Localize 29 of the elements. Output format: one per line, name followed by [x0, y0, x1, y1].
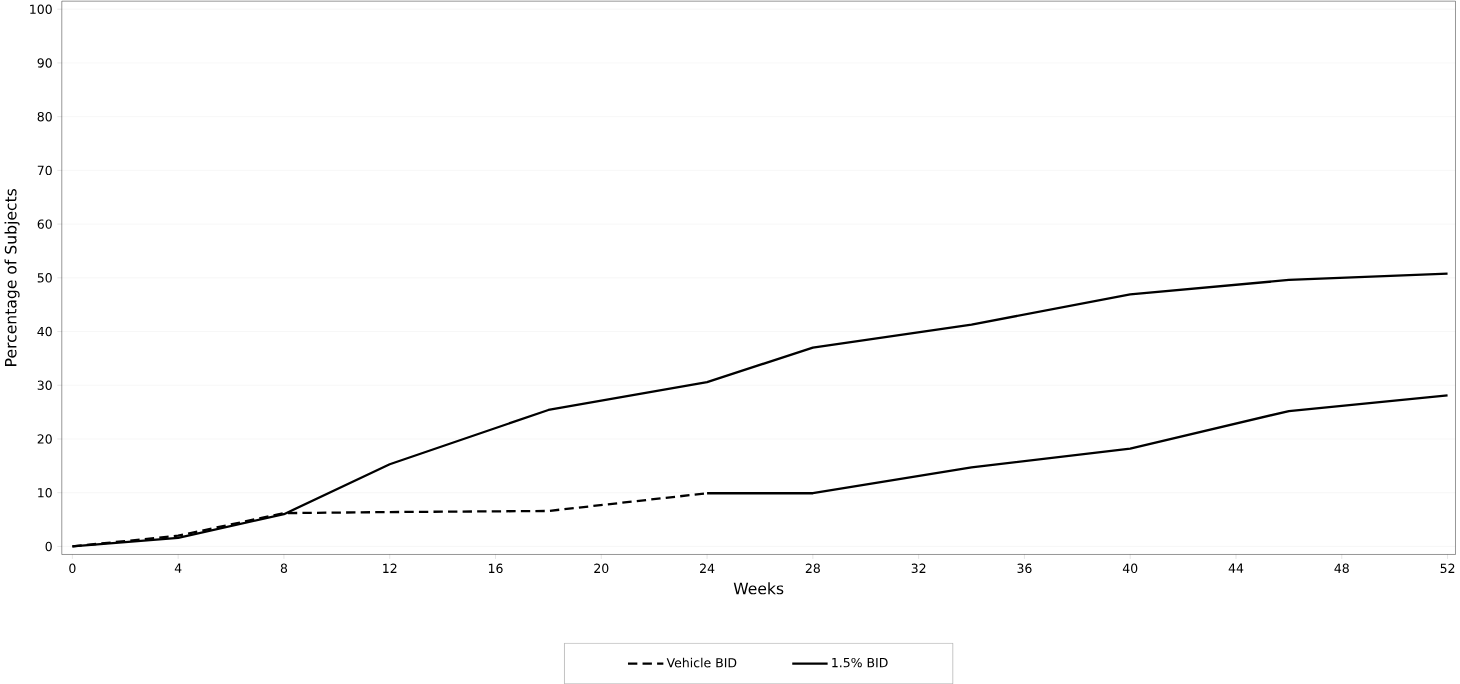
- x-tick-label: 44: [1228, 563, 1244, 573]
- x-tick-label: 12: [383, 563, 397, 573]
- y-tick-label: 80: [37, 111, 52, 122]
- x-tick-label: 52: [1440, 563, 1455, 574]
- x-tick-label: 4: [174, 563, 182, 573]
- x-axis-title: Weeks: [733, 582, 784, 595]
- y-tick-label: 90: [37, 58, 52, 68]
- x-tick-label: 28: [805, 563, 820, 574]
- x-tick-label: 16: [488, 563, 503, 574]
- y-tick-label: 0: [45, 541, 52, 552]
- y-tick-label: 60: [37, 219, 52, 229]
- y-axis-title: Percentage of Subjects: [4, 188, 20, 366]
- x-tick-label: 24: [700, 563, 715, 573]
- y-tick-label: 50: [37, 273, 52, 283]
- x-tick-label: 32: [911, 563, 926, 574]
- y-tick-label: 20: [37, 434, 52, 444]
- y-tick-label: 70: [37, 165, 52, 176]
- y-tick-label: 30: [37, 380, 52, 390]
- y-tick-label: 10: [38, 487, 52, 498]
- x-tick-label: 40: [1122, 563, 1138, 574]
- legend-label: 1.5% BID: [832, 657, 888, 668]
- x-tick-label: 8: [280, 563, 288, 574]
- legend-label: Vehicle BID: [666, 657, 737, 668]
- x-tick-label: 48: [1334, 563, 1349, 574]
- x-tick-label: 20: [594, 563, 609, 574]
- x-tick-label: 36: [1017, 563, 1032, 574]
- y-tick-label: 40: [37, 326, 52, 337]
- x-tick-label: 0: [69, 563, 76, 574]
- y-tick-label: 100: [30, 4, 52, 14]
